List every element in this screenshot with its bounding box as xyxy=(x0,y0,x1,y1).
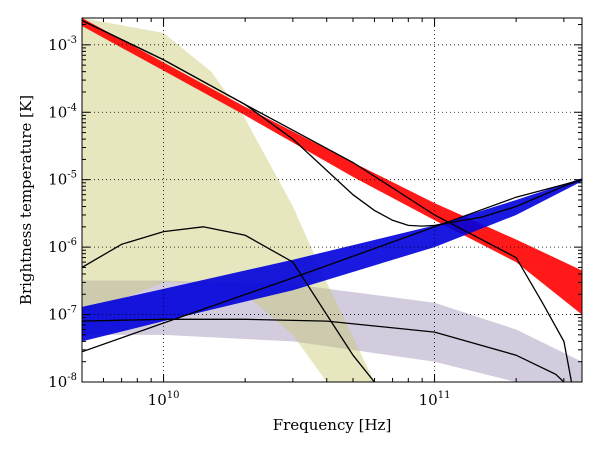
series-line-4 xyxy=(82,226,375,382)
band-3 xyxy=(82,18,582,315)
series-layer xyxy=(82,19,582,382)
band-2 xyxy=(82,18,375,382)
y-tick-label-6: 10-8 xyxy=(48,372,77,391)
x-tick-label-1: 1010 xyxy=(148,390,180,409)
x-axis-title: Frequency [Hz] xyxy=(273,416,392,434)
x-tick-label-2: 1011 xyxy=(419,390,451,409)
labels-layer: 1010 1011 10-3 10-4 10-5 10-6 10-7 10-8 xyxy=(48,35,450,409)
y-tick-label-2: 10-4 xyxy=(48,102,77,121)
y-axis-title: Brightness temperature [K] xyxy=(17,95,35,305)
series-line-5 xyxy=(82,318,565,382)
y-tick-label-5: 10-7 xyxy=(48,305,77,324)
y-tick-label-4: 10-6 xyxy=(48,237,77,256)
y-tick-label-3: 10-5 xyxy=(48,170,77,189)
series-line-1 xyxy=(82,19,582,227)
series-line-2 xyxy=(82,19,573,382)
y-tick-label-1: 10-3 xyxy=(48,35,77,54)
ticks-layer xyxy=(82,18,582,383)
series-line-3 xyxy=(82,179,582,353)
